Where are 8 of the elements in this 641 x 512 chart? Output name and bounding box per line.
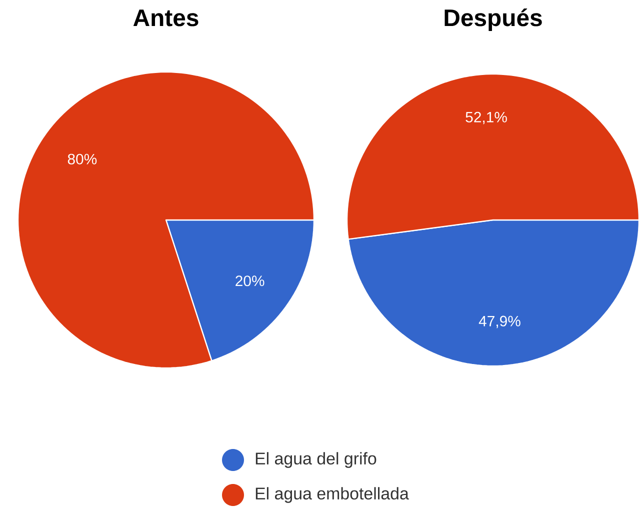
chart-title: Antes [133,10,198,26]
data-label: 52,1% [466,112,507,124]
chart-title: Después [444,8,542,31]
legend-label: El agua embotellada [256,487,409,503]
data-label: 80% [68,154,97,164]
legend-label: El agua del grifo [256,452,376,468]
data-label: 20% [236,276,264,286]
data-label: 47,9% [478,316,520,328]
